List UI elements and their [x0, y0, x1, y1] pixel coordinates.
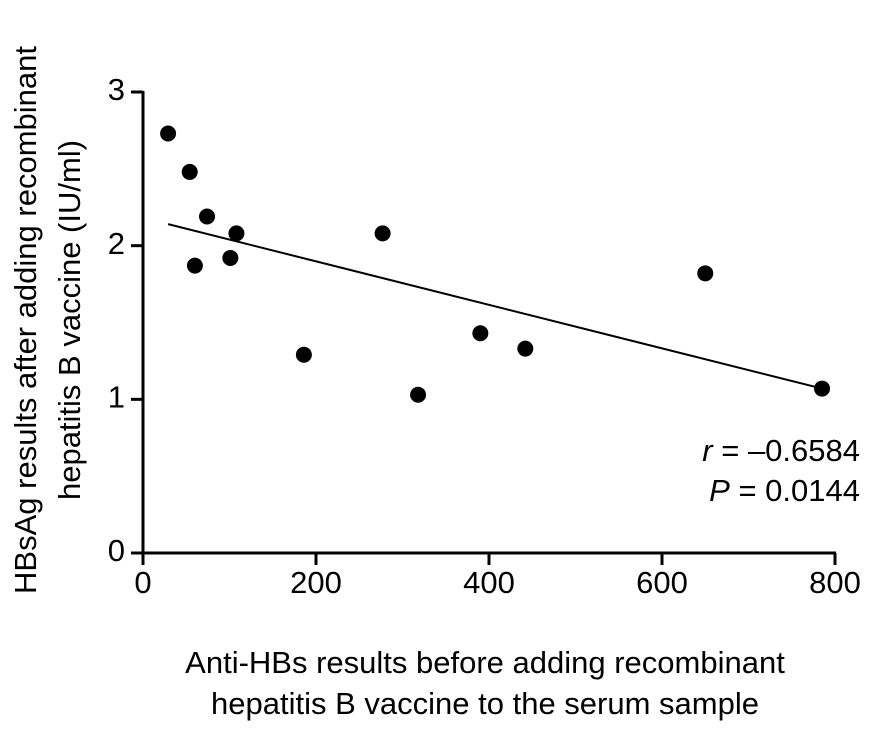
- point: [160, 125, 177, 142]
- y-tick-label: 3: [108, 72, 125, 107]
- x-tick-label: 400: [463, 565, 515, 600]
- y-tick-label: 0: [108, 533, 125, 568]
- point: [181, 163, 198, 180]
- point: [228, 225, 245, 242]
- y-axis-label: HBsAg results after adding recombinant h…: [8, 46, 87, 594]
- point: [472, 325, 489, 342]
- x-tick-label: 800: [809, 565, 861, 600]
- y-tick-label: 2: [108, 226, 125, 261]
- x-tick-label: 200: [290, 565, 342, 600]
- point: [814, 380, 831, 397]
- point: [517, 340, 534, 357]
- x-label-line: Anti-HBs results before adding recombina…: [185, 645, 785, 680]
- y-label-line: hepatitis B vaccine (IU/ml): [52, 140, 87, 500]
- point: [295, 346, 312, 363]
- x-tick-label: 0: [134, 565, 151, 600]
- annotation-symbol: r: [702, 433, 714, 468]
- point: [410, 386, 427, 403]
- point: [374, 225, 391, 242]
- point: [697, 265, 714, 282]
- point: [222, 249, 239, 266]
- trend-line: [167, 223, 823, 390]
- point: [186, 257, 203, 274]
- x-label-line: hepatitis B vaccine to the serum sample: [211, 686, 759, 721]
- y-tick-label: 1: [108, 380, 125, 415]
- annotation-symbol: P: [709, 473, 730, 508]
- annotation: r = –0.6584: [702, 433, 860, 468]
- y-label-line: HBsAg results after adding recombinant: [8, 46, 43, 594]
- annotation-text: = 0.0144: [730, 473, 860, 508]
- annotation: P = 0.0144: [709, 473, 860, 508]
- point: [199, 208, 216, 225]
- x-tick-label: 600: [636, 565, 688, 600]
- annotation-text: = –0.6584: [713, 433, 860, 468]
